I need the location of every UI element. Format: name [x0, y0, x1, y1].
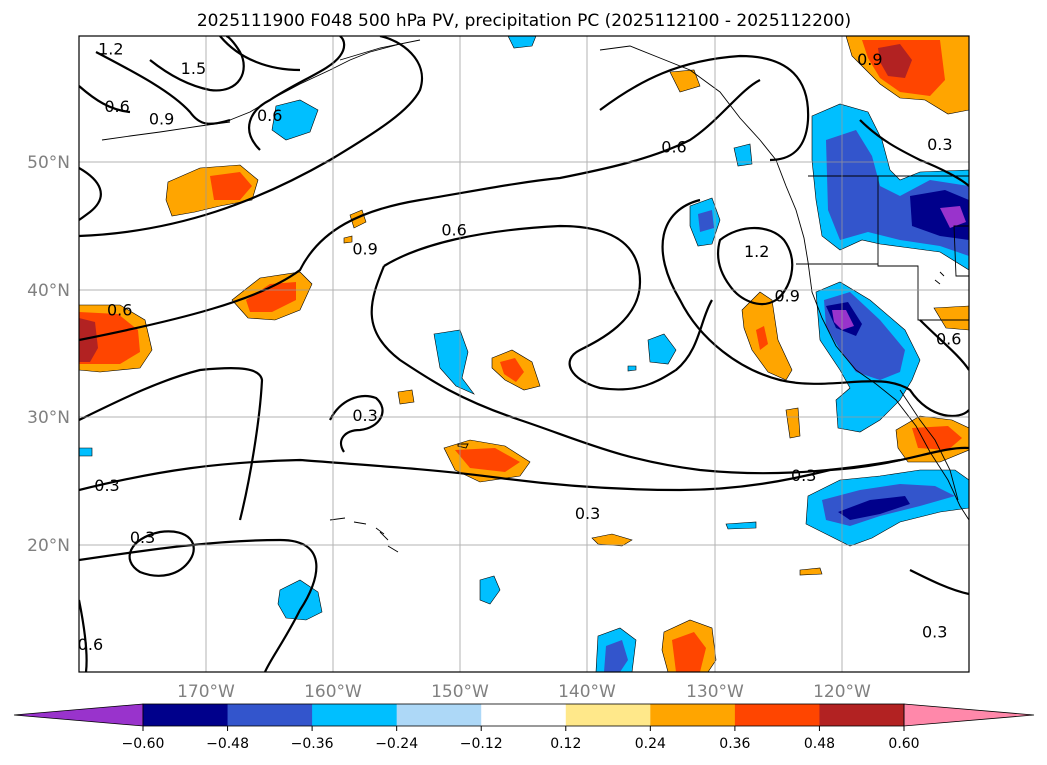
- pv-contour-label: 0.6: [78, 635, 103, 654]
- lon-tick-label: 140°W: [558, 682, 616, 702]
- pv-contour-label: 0.3: [352, 406, 377, 425]
- precip-blob-negative: [733, 143, 753, 167]
- precip-blob-negative-core: [838, 496, 910, 520]
- pv-contour-label: 0.3: [791, 466, 816, 485]
- colorbar-swatch: [312, 704, 398, 726]
- colorbar-swatch: [565, 704, 651, 726]
- colorbar: −0.60 −0.48 −0.36 −0.24 −0.12 0.12 0.24 0.36 0.4…: [13, 703, 1035, 752]
- lat-tick-label: 40°N: [27, 281, 70, 301]
- colorbar-swatch: [481, 704, 567, 726]
- precip-blob-positive-core: [672, 632, 706, 672]
- colorbar-swatch: [396, 704, 482, 726]
- map-panel: 1.2 1.5 0.6 0.9 0.6 0.6 0.9 0.6 0.3 0.3 0.3 0.3 0.3 0…: [78, 35, 970, 673]
- precip-blob-negative: [479, 575, 501, 605]
- precip-blob-positive: [933, 305, 969, 331]
- pv-contour-label: 1.5: [181, 59, 206, 78]
- colorbar-swatch: [227, 704, 313, 726]
- precip-blob-positive: [785, 407, 801, 439]
- lat-tick-label: 20°N: [27, 536, 70, 556]
- pv-contour-label: 0.9: [352, 239, 377, 258]
- colorbar-tick-label: 0.60: [888, 736, 919, 752]
- precip-blob-positive-core: [500, 358, 524, 382]
- lat-tick-label: 50°N: [27, 153, 70, 173]
- pv-contour-label: 0.3: [94, 476, 119, 495]
- lon-tick-label: 120°W: [813, 682, 871, 702]
- pv-contour-label: 0.3: [922, 622, 947, 641]
- pv-contour-label: 0.3: [927, 135, 952, 154]
- pv-contour-label: 0.9: [774, 287, 799, 306]
- pv-contour-label: 0.6: [104, 97, 129, 116]
- chart-title: 2025111900 F048 500 hPa PV, precipitatio…: [197, 11, 851, 31]
- precip-blob-negative: [433, 329, 475, 395]
- colorbar-tick-label: −0.48: [206, 736, 249, 752]
- pv-contour-label: 0.6: [257, 106, 282, 125]
- colorbar-tick-label: 0.36: [719, 736, 750, 752]
- precip-blob-positive: [343, 235, 353, 244]
- colorbar-tick-label: −0.36: [291, 736, 334, 752]
- lat-tick-label: 30°N: [27, 408, 70, 428]
- colorbar-swatch: [143, 704, 229, 726]
- colorbar-tick-label: 0.48: [804, 736, 835, 752]
- colorbar-swatch: [734, 704, 820, 726]
- lon-tick-label: 160°W: [304, 682, 362, 702]
- precip-blob-positive-core: [210, 172, 252, 200]
- colorbar-swatch: [819, 704, 905, 726]
- colorbar-tick-label: 0.12: [550, 736, 581, 752]
- precip-blob-positive: [799, 567, 823, 576]
- precip-blob-negative: [627, 365, 637, 372]
- pv-contours: [79, 36, 969, 672]
- lon-tick-label: 150°W: [431, 682, 489, 702]
- colorbar-frame: [142, 703, 905, 727]
- precip-blob-positive: [669, 69, 701, 93]
- precip-blob-positive: [397, 389, 415, 405]
- pv-contour-label: 0.6: [441, 220, 466, 239]
- colorbar-tick-label: −0.24: [375, 736, 418, 752]
- precip-blob-positive-core: [912, 426, 962, 450]
- pv-contour-label: 0.6: [661, 138, 686, 157]
- precip-blob-positive-core: [455, 448, 520, 472]
- gridlines: [79, 36, 969, 672]
- precip-blob-negative: [725, 521, 757, 530]
- precip-blob-negative: [271, 99, 319, 141]
- pv-contour-label: 1.2: [744, 242, 769, 261]
- pv-contour-label: 0.6: [936, 330, 961, 349]
- precip-blob-negative: [507, 36, 537, 49]
- colorbar-swatch: [650, 704, 736, 726]
- colorbar-tick-label: −0.12: [460, 736, 503, 752]
- pv-contour-label: 0.9: [857, 50, 882, 69]
- precip-blob-negative-max: [832, 310, 854, 330]
- precip-blob-positive: [741, 291, 793, 381]
- colorbar-tick-label: −0.60: [122, 736, 165, 752]
- precip-blob-negative-max: [940, 206, 966, 228]
- pv-contour-label: 0.6: [107, 301, 132, 320]
- precip-blob-negative-mid: [698, 210, 714, 232]
- coastlines: [101, 39, 969, 553]
- precip-blob-positive-max: [878, 44, 912, 78]
- precip-blob-negative: [647, 333, 677, 365]
- lon-axis: 170°W 160°W 150°W 140°W 130°W 120°W: [177, 682, 871, 702]
- pv-contour-labels: 1.2 1.5 0.6 0.9 0.6 0.6 0.9 0.6 0.3 0.3 0.3 0.3 0.3 0…: [78, 40, 961, 654]
- pv-contour-label: 0.9: [149, 110, 174, 129]
- precip-blob-positive: [591, 533, 633, 547]
- colorbar-tick-label: 0.24: [635, 736, 666, 752]
- lon-tick-label: 170°W: [177, 682, 235, 702]
- colorbar-extend-right-icon: [903, 703, 1035, 727]
- lon-tick-label: 130°W: [686, 682, 744, 702]
- precip-blob-positive-core: [756, 326, 768, 350]
- lat-axis: 20°N 30°N 40°N 50°N: [27, 153, 70, 556]
- pv-contour-label: 0.3: [130, 528, 155, 547]
- colorbar-extend-left-icon: [13, 703, 144, 727]
- precip-blob-negative: [79, 447, 93, 457]
- pv-contour-label: 1.2: [98, 40, 123, 59]
- precip-blob-negative-mid: [604, 640, 628, 672]
- map-frame: [78, 35, 970, 673]
- pv-contour-label: 0.3: [575, 504, 600, 523]
- precip-blob-positive-max: [79, 318, 98, 362]
